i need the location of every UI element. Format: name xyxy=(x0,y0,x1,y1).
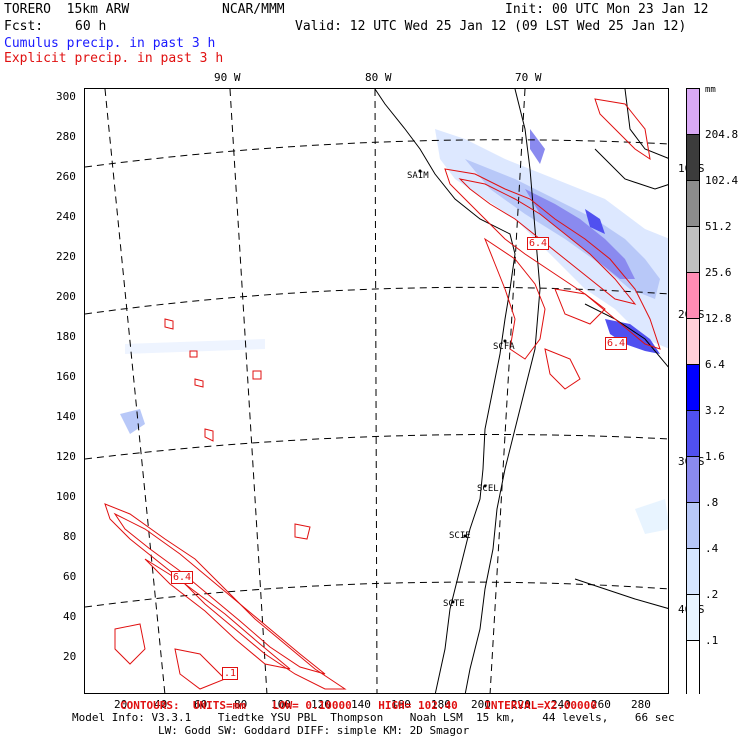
station-label: SCTE xyxy=(443,599,465,609)
contours-info: CONTOURS: UNITS=mm LOW= 0.10000 HIGH= 10… xyxy=(120,699,597,712)
lon-label-80w: 80 W xyxy=(365,71,392,84)
station-markers xyxy=(418,169,507,604)
x-tick: 140 xyxy=(351,698,371,711)
y-tick: 220 xyxy=(56,250,76,263)
y-tick: 160 xyxy=(56,370,76,383)
model-info-physics: LW: Godd SW: Goddard DIFF: simple KM: 2D… xyxy=(158,724,470,737)
x-tick: 80 xyxy=(234,698,248,711)
colorbar-swatch xyxy=(687,273,699,319)
colorbar-level: .2 xyxy=(705,588,719,601)
colorbar-level: 204.8 xyxy=(705,128,739,141)
coastline xyxy=(374,89,668,693)
colorbar-level: .4 xyxy=(705,542,719,555)
colorbar-level: .1 xyxy=(705,634,719,647)
y-tick: 200 xyxy=(56,290,76,303)
x-tick: 220 xyxy=(511,698,531,711)
x-tick: 20 xyxy=(114,698,128,711)
colorbar-level: 51.2 xyxy=(705,220,732,233)
x-tick: 160 xyxy=(391,698,411,711)
valid-time: Valid: 12 UTC Wed 25 Jan 12 (09 LST Wed … xyxy=(295,19,687,34)
explicit-precip-contours xyxy=(104,98,661,690)
station-label: SCFA xyxy=(493,342,515,352)
y-tick: 20 xyxy=(63,650,77,663)
x-tick: 200 xyxy=(471,698,491,711)
colorbar-swatch xyxy=(687,549,699,595)
colorbar-swatch xyxy=(687,89,699,135)
y-tick: 40 xyxy=(63,610,77,623)
contour-label: 6.4 xyxy=(605,337,628,350)
colorbar-level: .8 xyxy=(705,496,719,509)
colorbar-swatch xyxy=(687,181,699,227)
fcst-label: Fcst: xyxy=(4,19,44,34)
colorbar-swatch xyxy=(687,503,699,549)
y-tick: 60 xyxy=(63,570,77,583)
colorbar-swatch xyxy=(687,641,699,695)
lat-lon-grid xyxy=(85,89,668,693)
contour-label: .1 xyxy=(222,667,239,680)
colorbar-swatch xyxy=(687,135,699,181)
colorbar-swatch xyxy=(687,227,699,273)
x-tick: 60 xyxy=(194,698,208,711)
model-title: TORERO 15km ARW xyxy=(4,2,130,17)
precip-colorbar xyxy=(686,88,700,695)
x-tick: 120 xyxy=(311,698,331,711)
colorbar-swatch xyxy=(687,319,699,365)
x-tick: 40 xyxy=(154,698,168,711)
colorbar-level: 3.2 xyxy=(705,404,725,417)
y-tick: 120 xyxy=(56,450,76,463)
y-tick: 180 xyxy=(56,330,76,343)
colorbar-swatch xyxy=(687,457,699,503)
colorbar-level: 6.4 xyxy=(705,358,725,371)
lon-label-70w: 70 W xyxy=(515,71,542,84)
y-tick: 260 xyxy=(56,170,76,183)
station-label: SCEL xyxy=(477,484,499,494)
colorbar-swatch xyxy=(687,365,699,411)
cumulus-precip-shading xyxy=(120,129,668,534)
x-tick: 260 xyxy=(591,698,611,711)
init-time: Init: 00 UTC Mon 23 Jan 12 xyxy=(505,2,709,17)
station-label: SCIE xyxy=(449,531,471,541)
colorbar-level: 1.6 xyxy=(705,450,725,463)
map-canvas xyxy=(85,89,668,693)
x-tick: 100 xyxy=(271,698,291,711)
x-tick: 240 xyxy=(551,698,571,711)
y-tick: 300 xyxy=(56,90,76,103)
model-info: Model Info: V3.3.1 Tiedtke YSU PBL Thomp… xyxy=(72,711,675,724)
y-tick: 140 xyxy=(56,410,76,423)
colorbar-level: 102.4 xyxy=(705,174,739,187)
lon-label-90w: 90 W xyxy=(214,71,241,84)
map-plot: SAIM SCFA SCEL SCIE SCTE 6.4 6.4 .1 6.4 xyxy=(84,88,669,694)
contour-label: 6.4 xyxy=(527,237,550,250)
colorbar-swatch xyxy=(687,595,699,641)
explicit-legend: Explicit precip. in past 3 h xyxy=(4,51,224,66)
colorbar-unit: mm xyxy=(705,85,716,95)
y-tick: 240 xyxy=(56,210,76,223)
y-tick: 80 xyxy=(63,530,77,543)
colorbar-swatch xyxy=(687,411,699,457)
contour-label: 6.4 xyxy=(171,571,194,584)
x-tick: 180 xyxy=(431,698,451,711)
station-label: SAIM xyxy=(407,171,429,181)
y-tick: 280 xyxy=(56,130,76,143)
colorbar-level: 25.6 xyxy=(705,266,732,279)
colorbar-level: 12.8 xyxy=(705,312,732,325)
y-tick: 100 xyxy=(56,490,76,503)
center-title: NCAR/MMM xyxy=(222,2,285,17)
fcst-value: 60 h xyxy=(75,19,107,34)
x-tick: 280 xyxy=(631,698,651,711)
cumulus-legend: Cumulus precip. in past 3 h xyxy=(4,36,216,51)
